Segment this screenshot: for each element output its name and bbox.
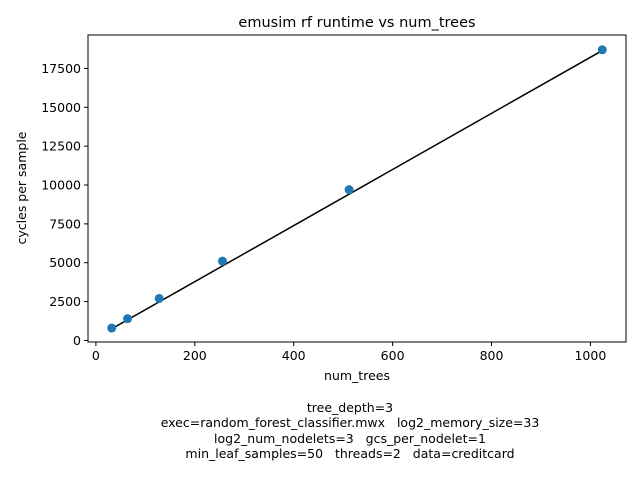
plot-area	[107, 45, 607, 333]
data-point	[123, 314, 133, 324]
y-tick-label: 2500	[49, 294, 81, 309]
x-tick-label: 600	[381, 348, 405, 363]
y-tick-label: 7500	[49, 216, 81, 231]
caption-line: log2_num_nodelets=3 gcs_per_nodelet=1	[214, 430, 486, 446]
chart: emusim rf runtime vs num_trees 0 200 400 60…	[14, 15, 627, 383]
x-tick-label: 400	[282, 348, 306, 363]
x-tick-label: 1000	[574, 348, 606, 363]
x-axis: 0 200 400 600 800 1000	[92, 342, 606, 363]
y-tick-label: 10000	[41, 178, 81, 193]
caption-line: min_leaf_samples=50 threads=2 data=credi…	[185, 446, 515, 462]
caption-line: tree_depth=3	[306, 400, 394, 415]
y-tick-label: 17500	[41, 61, 81, 76]
y-tick-label: 12500	[41, 139, 81, 154]
y-axis: 0 2500 5000 7500 10000 12500 15000 17500	[41, 61, 88, 348]
chart-title: emusim rf runtime vs num_trees	[238, 15, 475, 31]
x-tick-label: 200	[183, 348, 207, 363]
x-tick-label: 800	[480, 348, 504, 363]
y-axis-label: cycles per sample	[14, 131, 29, 244]
data-point	[107, 323, 117, 333]
x-axis-label: num_trees	[324, 368, 390, 383]
data-point	[218, 256, 227, 266]
y-tick-label: 15000	[41, 100, 81, 115]
fit-line	[111, 49, 603, 330]
caption-line: exec=random_forest_classifier.mwx log2_m…	[160, 415, 540, 431]
data-point	[344, 185, 354, 195]
axes-frame	[87, 34, 627, 343]
parameters-caption: tree_depth=3 exec=random_forest_classifi…	[0, 400, 640, 462]
data-point	[154, 293, 164, 303]
y-tick-label: 5000	[49, 255, 81, 270]
y-tick-label: 0	[73, 333, 81, 348]
x-tick-label: 0	[92, 348, 100, 363]
data-point	[597, 45, 607, 55]
